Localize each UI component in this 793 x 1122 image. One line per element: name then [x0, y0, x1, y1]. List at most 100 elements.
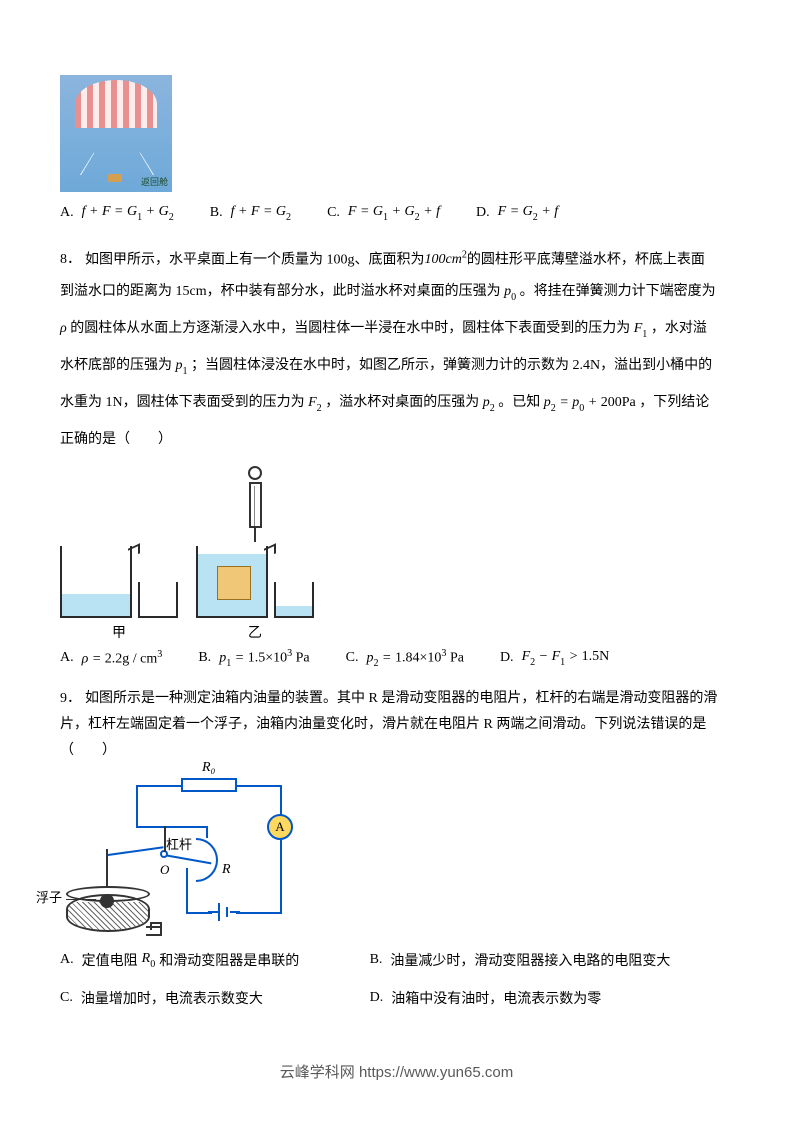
q8-opt-c: C. p2 = 1.84×103 Pa: [346, 648, 464, 668]
opt-math: f + F = G2: [231, 204, 292, 222]
opt-text: 油量减少时，滑动变阻器接入电路的电阻变大: [390, 950, 670, 970]
opt-math: F2 − F1 > 1.5N: [522, 649, 610, 667]
q8-l1math: 100cm2: [425, 252, 467, 267]
mount: [164, 826, 166, 852]
label-float: 浮子: [36, 887, 62, 906]
fig-yi: 乙: [196, 466, 314, 642]
ss-body: [249, 482, 262, 528]
q8-l4b: ；当圆柱体浸没在水中时，如图乙所示，弹簧测力计的示数为 2.4N，溢出到小桶中的: [191, 358, 712, 373]
q8-l3: ρ 的圆柱体从水面上方逐渐浸入水中，当圆柱体一半浸在水中时，圆柱体下表面受到的压…: [60, 313, 733, 350]
q8-l1a: 如图甲所示，水平桌面上有一个质量为 100g、底面积为: [85, 252, 425, 267]
opt-text-a: 定值电阻: [82, 950, 138, 970]
block: [217, 566, 251, 600]
q8-l5: 水重为 1N，圆柱体下表面受到的压力为 F2 ，溢水杯对桌面的压强为 p2 。已…: [60, 387, 733, 424]
q7-opt-c: C. F = G1 + G2 + f: [327, 204, 440, 222]
parachute-capsule: [108, 174, 122, 182]
q9-options-row2: C. 油量增加时，电流表示数变大 D. 油箱中没有油时，电流表示数为零: [60, 988, 733, 1008]
q8-l5m1: F2: [308, 395, 322, 410]
label-o: O: [160, 862, 169, 878]
beaker-small-yi: [274, 582, 314, 618]
opt-label: D.: [476, 205, 490, 221]
ammeter: A: [267, 814, 293, 840]
q8-l5m3: p2 = p0 + 200Pa: [544, 395, 636, 410]
opt-label: C.: [60, 990, 73, 1006]
opt-label: C.: [346, 650, 359, 666]
q8-l5d: ，下列结论: [639, 395, 709, 410]
beaker-main-yi: [196, 546, 268, 618]
float-pointer: [66, 899, 96, 900]
wire: [136, 826, 208, 828]
q8-l3m1: ρ: [60, 321, 67, 336]
q8-l1b: 的圆柱形平底薄壁溢水杯，杯底上表面: [467, 252, 705, 267]
wire: [236, 912, 282, 914]
parachute-figure: 返回舱: [60, 75, 172, 192]
opt-label: C.: [327, 205, 340, 221]
opt-math: F = G1 + G2 + f: [348, 204, 440, 222]
q8-options: A. ρ = 2.2g / cm3 B. p1 = 1.5×103 Pa C. …: [60, 648, 733, 668]
q8-l2b: 。将挂在弹簧测力计下端密度为: [520, 284, 716, 299]
q9-l2: 片，杠杆左端固定着一个浮子，油箱内油量变化时，滑片就在电阻片 R 两端之间滑动。…: [60, 712, 733, 738]
q9-opt-b: B. 油量减少时，滑动变阻器接入电路的电阻变大: [370, 950, 680, 970]
q9-opt-d: D. 油箱中没有油时，电流表示数为零: [370, 988, 680, 1008]
beaker-main-jia: [60, 546, 132, 618]
q7-opt-d: D. F = G2 + f: [476, 204, 558, 222]
opt-label: B.: [210, 205, 223, 221]
q8-l2m: p0: [504, 284, 516, 299]
spout: [264, 543, 276, 559]
opt-math: ρ = 2.2g / cm3: [82, 649, 163, 668]
q8-l5m2: p2: [483, 395, 495, 410]
q9-opt-a: A. 定值电阻 R0 和滑动变阻器是串联的: [60, 950, 370, 970]
q8-opt-d: D. F2 − F1 > 1.5N: [500, 649, 609, 667]
q8-l3m2: F1: [634, 321, 648, 336]
q8-opt-b: B. p1 = 1.5×103 Pa: [198, 648, 309, 668]
wire: [136, 785, 138, 828]
battery: [212, 903, 236, 921]
beaker-small-jia: [138, 582, 178, 618]
label-r0: R₀: [202, 760, 215, 776]
opt-math: p2 = 1.84×103 Pa: [366, 648, 463, 668]
opt-math: F = G2 + f: [498, 204, 559, 222]
q8-l5b: ，溢水杯对桌面的压强为: [325, 395, 479, 410]
q8-l4m: p1: [176, 358, 188, 373]
opt-label: D.: [500, 650, 514, 666]
q9-figure: R₀ A R O 杠杆 浮子: [66, 772, 296, 942]
q8-l5c: 。已知: [498, 395, 540, 410]
q7-options: A. f + F = G1 + G2 B. f + F = G2 C. F = …: [60, 204, 733, 222]
opt-label: A.: [60, 205, 74, 221]
q8-num: 8．: [60, 252, 81, 267]
opt-text: 油量增加时，电流表示数变大: [81, 988, 263, 1008]
q8-stem: 8． 如图甲所示，水平桌面上有一个质量为 100g、底面积为100cm2的圆柱形平…: [60, 240, 733, 277]
ss-ring: [248, 466, 262, 480]
fig-jia: 甲: [60, 546, 178, 642]
q7-opt-a: A. f + F = G1 + G2: [60, 204, 174, 222]
q8-figure: 甲 乙: [60, 466, 733, 642]
spout: [128, 543, 140, 559]
q8-l4a: 水杯底部的压强为: [60, 358, 172, 373]
opt-math: p1 = 1.5×103 Pa: [219, 648, 309, 668]
q8-opt-a: A. ρ = 2.2g / cm3: [60, 649, 162, 668]
q8-l3a: 的圆柱体从水面上方逐渐浸入水中，当圆柱体一半浸在水中时，圆柱体下表面受到的压力为: [70, 321, 630, 336]
opt-label: B.: [370, 952, 383, 968]
wire: [280, 785, 282, 815]
wire: [280, 840, 282, 912]
parachute-lines: [75, 125, 157, 180]
opt-text: 油箱中没有油时，电流表示数为零: [391, 988, 601, 1008]
parachute-label: 返回舱: [141, 175, 168, 188]
q8-l4: 水杯底部的压强为 p1 ；当圆柱体浸没在水中时，如图乙所示，弹簧测力计的示数为 …: [60, 350, 733, 387]
label-yi: 乙: [248, 622, 262, 642]
q7-opt-b: B. f + F = G2: [210, 204, 291, 222]
q9-num: 9．: [60, 691, 81, 706]
q8-l6: 正确的是（ ）: [60, 424, 733, 456]
opt-math: f + F = G1 + G2: [82, 204, 174, 222]
q8-l5a: 水重为 1N，圆柱体下表面受到的压力为: [60, 395, 305, 410]
label-lever: 杠杆: [166, 834, 192, 853]
q8-l2a: 到溢水口的距离为 15cm，杯中装有部分水，此时溢水杯对桌面的压强为: [60, 284, 501, 299]
wire: [186, 912, 212, 914]
q9-opt-c: C. 油量增加时，电流表示数变大: [60, 988, 370, 1008]
q9-options-row1: A. 定值电阻 R0 和滑动变阻器是串联的 B. 油量减少时，滑动变阻器接入电路…: [60, 950, 733, 970]
opt-label: D.: [370, 990, 384, 1006]
label-r: R: [222, 862, 231, 878]
opt-label: B.: [198, 650, 211, 666]
footer: 云峰学科网 https://www.yun65.com: [0, 1061, 793, 1082]
wire: [136, 785, 181, 787]
